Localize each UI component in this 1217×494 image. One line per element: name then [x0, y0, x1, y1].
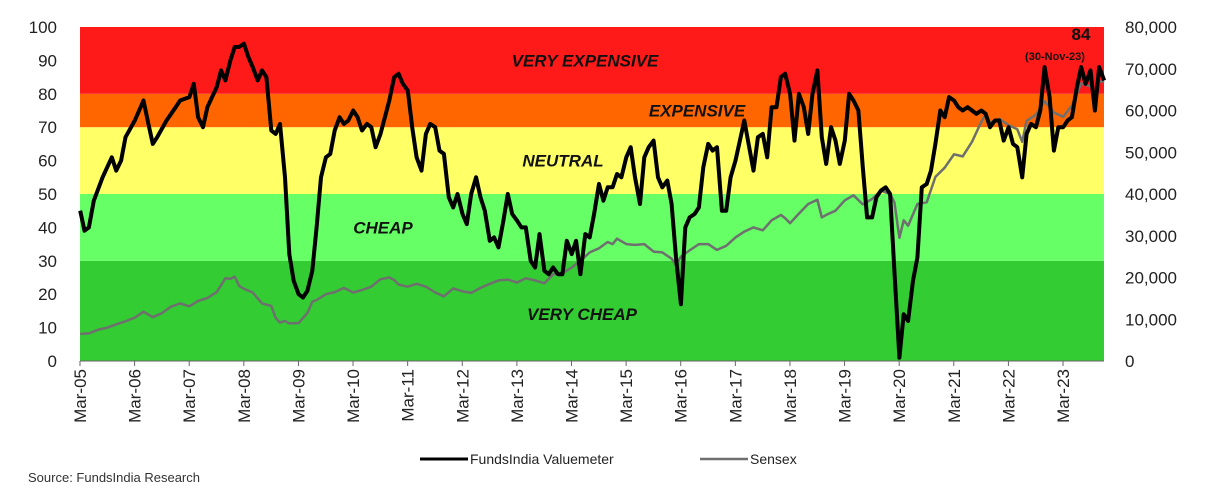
right-y-axis: 0 10,000 20,000 30,000 40,000 50,000 60,000 70,… [1125, 18, 1177, 371]
y-right-tick-label: 10,000 [1125, 310, 1177, 329]
x-tick-label: Mar-05 [71, 369, 90, 423]
y-left-tick-label: 80 [38, 85, 57, 104]
x-tick-label: Mar-12 [453, 369, 472, 423]
zone-labels: VERY CHEAP CHEAP NEUTRAL EXPENSIVE VERY EXPE… [353, 51, 746, 324]
annotation-date: (30-Nov-23) [1025, 51, 1085, 63]
zone-label-2: NEUTRAL [522, 152, 603, 171]
zone-label-4: VERY EXPENSIVE [512, 51, 659, 70]
y-left-tick-label: 50 [38, 185, 57, 204]
zone-label-0: VERY CHEAP [527, 305, 638, 324]
zone-label-3: EXPENSIVE [649, 102, 746, 121]
y-right-tick-label: 70,000 [1125, 60, 1177, 79]
y-left-tick-label: 40 [38, 218, 57, 237]
x-tick-label: Mar-19 [836, 369, 855, 423]
zone-label-1: CHEAP [353, 218, 413, 237]
x-tick-label: Mar-07 [180, 369, 199, 423]
zone-band-0 [80, 260, 1104, 361]
legend-label: Sensex [750, 451, 797, 467]
y-right-tick-label: 20,000 [1125, 269, 1177, 288]
legend: FundsIndia Valuemeter Sensex [420, 451, 797, 467]
y-right-tick-label: 80,000 [1125, 18, 1177, 37]
x-tick-label: Mar-15 [617, 369, 636, 423]
sensex-line [80, 80, 1105, 336]
y-left-tick-label: 0 [48, 352, 57, 371]
y-right-tick-label: 50,000 [1125, 143, 1177, 162]
x-tick-label: Mar-14 [563, 369, 582, 423]
x-tick-label: Mar-13 [508, 369, 527, 423]
x-tick-label: Mar-16 [672, 369, 691, 423]
x-tick-label: Mar-22 [999, 369, 1018, 423]
y-left-tick-label: 20 [38, 285, 57, 304]
x-tick-label: Mar-11 [399, 369, 418, 422]
y-left-tick-label: 10 [38, 319, 57, 338]
annotation-value: 84 [1072, 25, 1091, 44]
x-tick-label: Mar-09 [289, 369, 308, 423]
zone-band-3 [80, 93, 1104, 128]
source-note: Source: FundsIndia Research [28, 470, 200, 485]
x-tick-label: Mar-08 [235, 369, 254, 423]
x-tick-label: Mar-20 [890, 369, 909, 423]
x-tick-label: Mar-21 [945, 369, 964, 423]
y-left-tick-label: 100 [29, 18, 57, 37]
y-right-tick-label: 0 [1125, 352, 1134, 371]
x-tick-label: Mar-10 [344, 369, 363, 423]
valuemeter-line [78, 41, 1107, 360]
x-tick-label: Mar-23 [1054, 369, 1073, 423]
series-lines [78, 41, 1107, 360]
x-tick-label: Mar-06 [126, 369, 145, 423]
x-tick-label: Mar-17 [726, 369, 745, 423]
y-left-tick-label: 60 [38, 152, 57, 171]
latest-value-annotation: 84 (30-Nov-23) [1025, 25, 1091, 63]
y-right-tick-label: 30,000 [1125, 227, 1177, 246]
x-axis: Mar-05 Mar-06 Mar-07 Mar-08 Mar-09 Mar-10 Mar-… [71, 360, 1104, 423]
y-right-tick-label: 60,000 [1125, 102, 1177, 121]
y-left-tick-label: 30 [38, 252, 57, 271]
y-left-tick-label: 90 [38, 51, 57, 70]
x-tick-label: Mar-18 [781, 369, 800, 423]
y-left-tick-label: 70 [38, 118, 57, 137]
y-right-tick-label: 40,000 [1125, 185, 1177, 204]
left-y-axis: 0 10 20 30 40 50 60 70 80 90 100 [29, 18, 57, 371]
legend-label: FundsIndia Valuemeter [470, 451, 614, 467]
